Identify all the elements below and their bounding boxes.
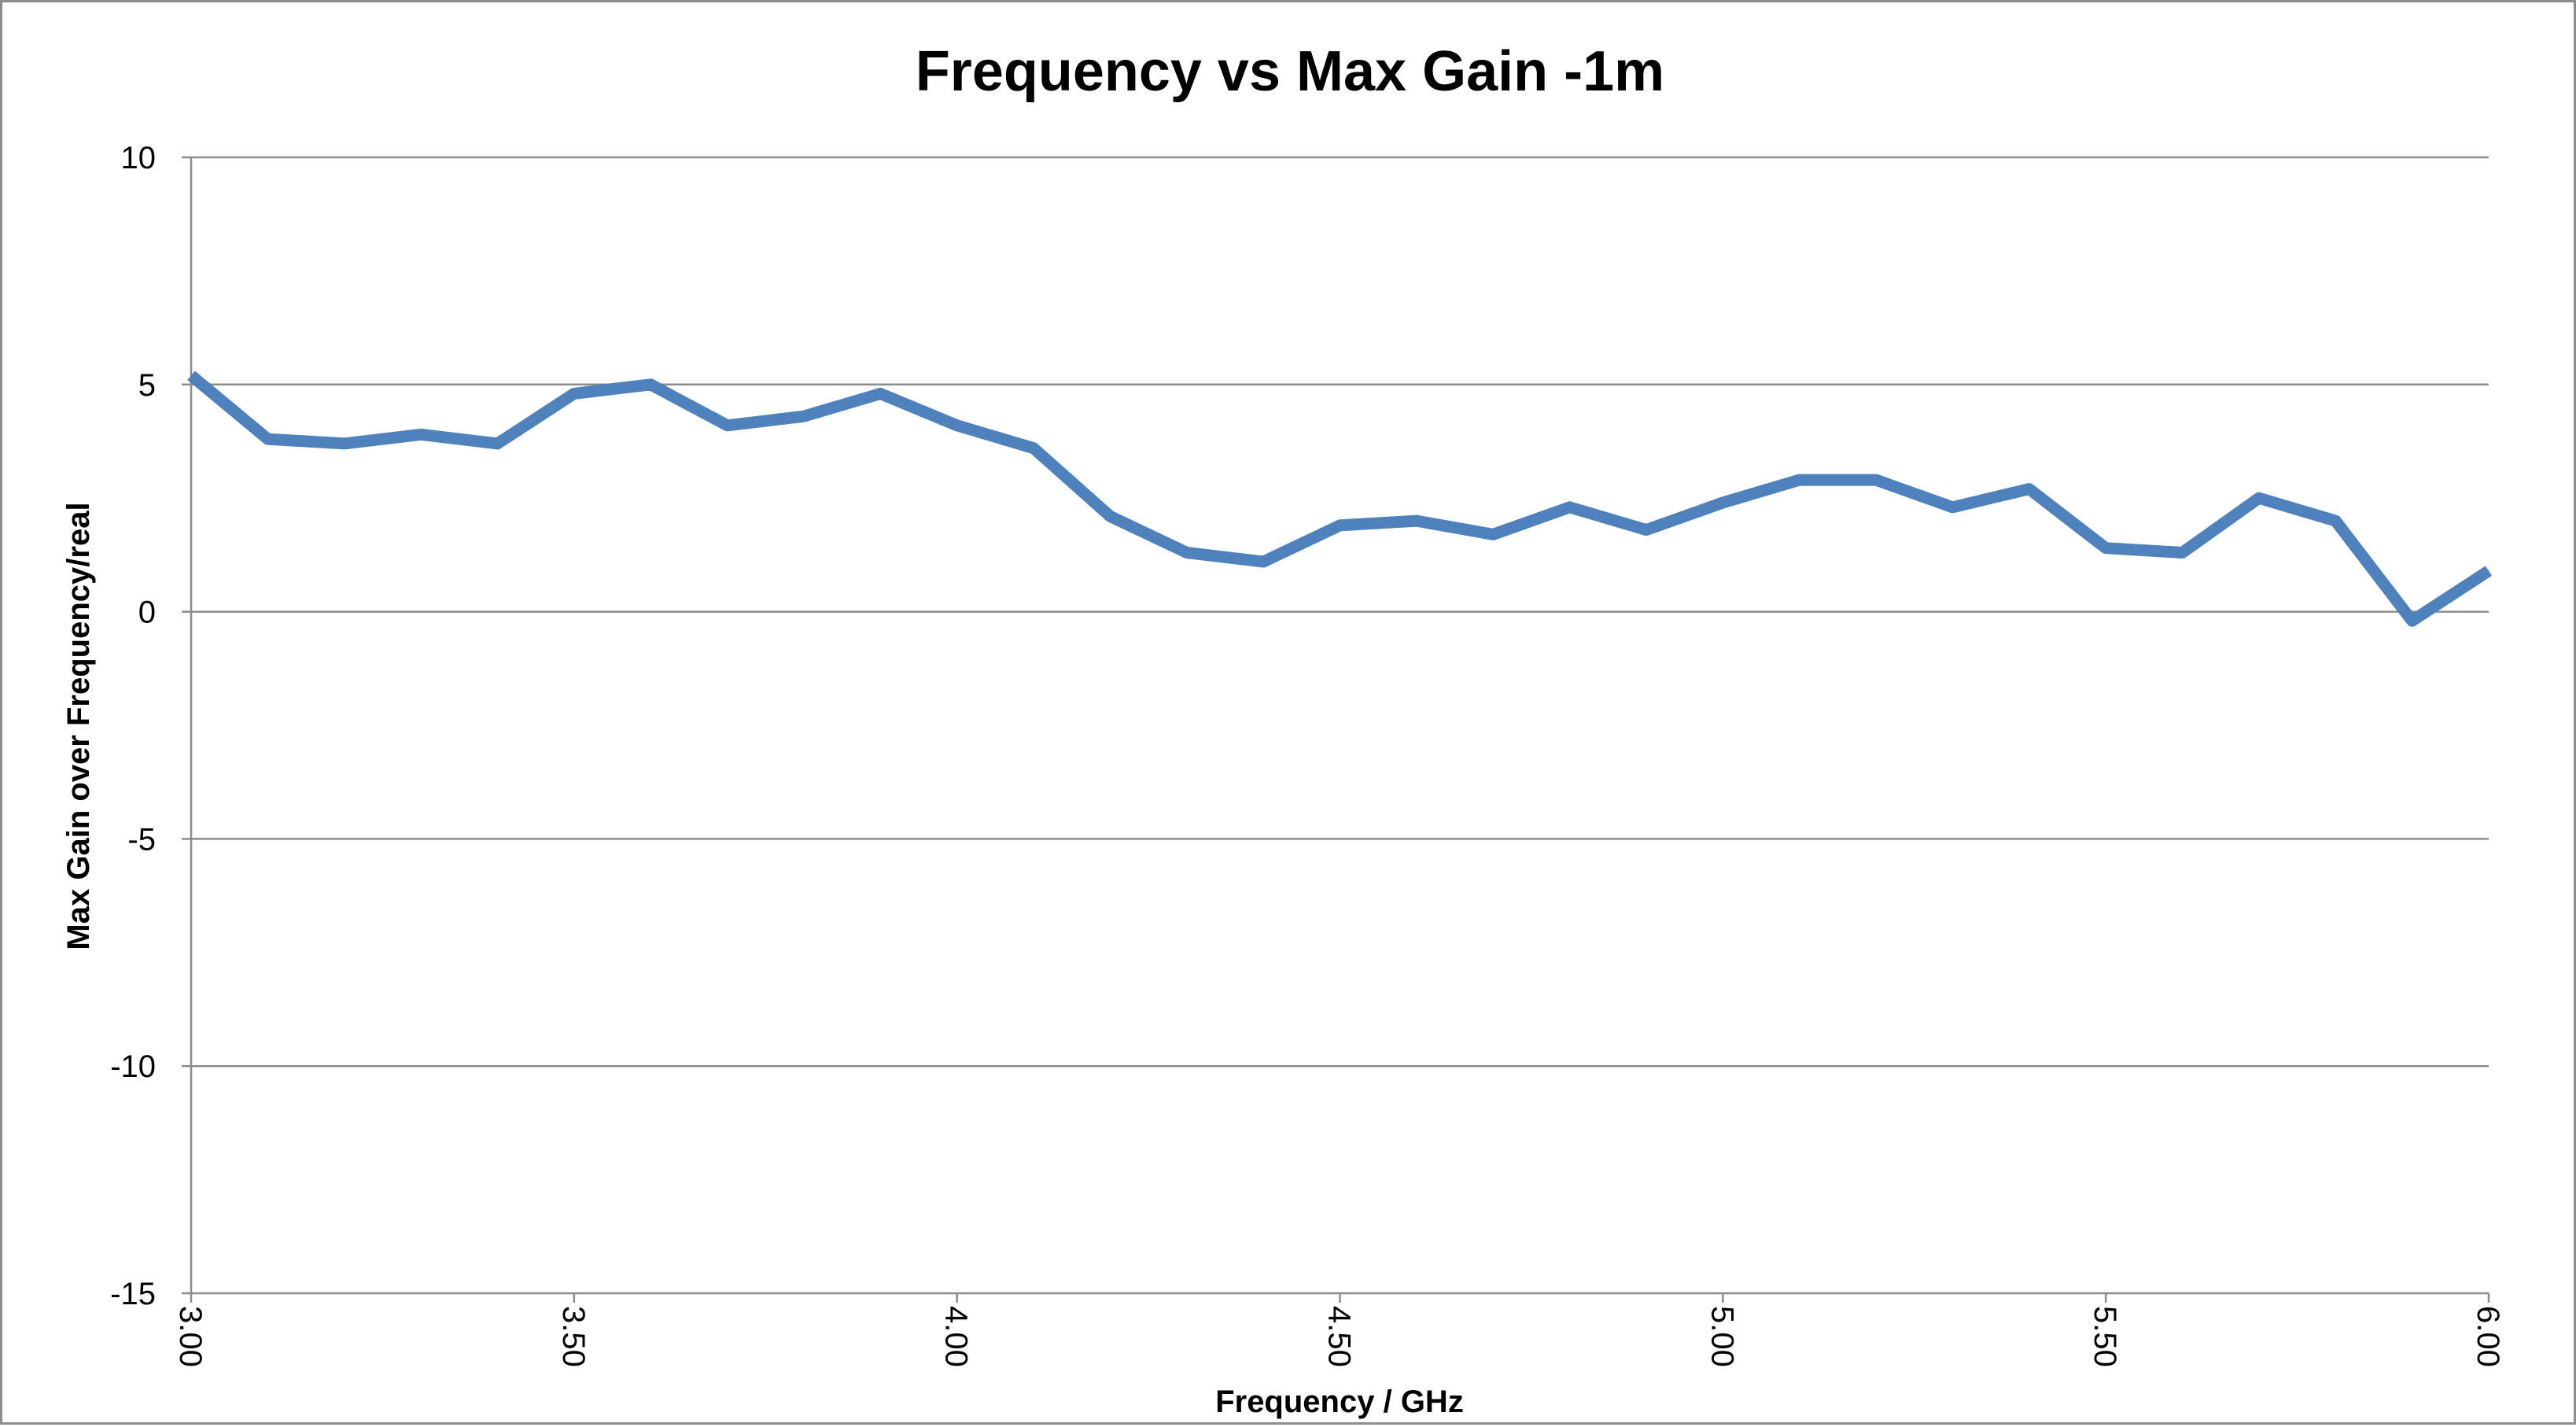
data-point xyxy=(573,393,575,394)
data-point xyxy=(420,433,422,435)
data-point xyxy=(496,443,498,444)
data-series xyxy=(187,371,2493,627)
data-point xyxy=(267,438,268,440)
data-point xyxy=(1492,533,1494,535)
data-point xyxy=(879,393,881,394)
y-tick-label: -15 xyxy=(110,1277,156,1311)
x-axis-ticks: 3.00 3.50 4.00 4.50 5.00 5.50 6.00 xyxy=(173,1306,2505,1367)
data-point xyxy=(1109,515,1111,517)
data-point xyxy=(1645,529,1647,531)
data-point xyxy=(2335,520,2336,522)
data-point xyxy=(650,384,651,385)
gridlines xyxy=(182,156,2490,1303)
x-tick-label: 4.50 xyxy=(1322,1306,1357,1367)
data-point xyxy=(1799,479,1800,481)
x-tick-label: 4.00 xyxy=(939,1306,974,1367)
y-axis-ticks: 10 5 0 -5 -10 -15 xyxy=(110,141,156,1311)
x-tick-label: 5.50 xyxy=(2088,1306,2122,1367)
data-point xyxy=(1875,479,1877,481)
x-tick-label: 6.00 xyxy=(2471,1306,2505,1367)
data-point xyxy=(727,425,728,426)
x-tick-label: 5.00 xyxy=(1704,1306,1739,1367)
y-tick-label: 0 xyxy=(138,596,156,630)
y-tick-label: -10 xyxy=(110,1049,156,1084)
y-tick-label: 5 xyxy=(138,368,156,403)
x-tick-label: 3.00 xyxy=(173,1306,208,1367)
y-tick-label: -5 xyxy=(127,822,156,857)
data-point xyxy=(2182,552,2184,554)
data-point xyxy=(956,425,958,426)
data-point xyxy=(803,415,805,417)
series-line xyxy=(187,371,2493,627)
data-point xyxy=(344,443,345,444)
y-axis-title: Max Gain over Frequency/real xyxy=(61,502,96,949)
data-point xyxy=(1416,520,1417,522)
data-point xyxy=(1186,552,1188,554)
x-tick-label: 3.50 xyxy=(556,1306,591,1367)
data-point xyxy=(2258,497,2260,499)
data-point xyxy=(190,374,192,376)
y-tick-label: 10 xyxy=(121,141,157,175)
x-axis-title: Frequency / GHz xyxy=(1215,1385,1464,1419)
chart-title: Frequency vs Max Gain -1m xyxy=(916,40,1664,103)
